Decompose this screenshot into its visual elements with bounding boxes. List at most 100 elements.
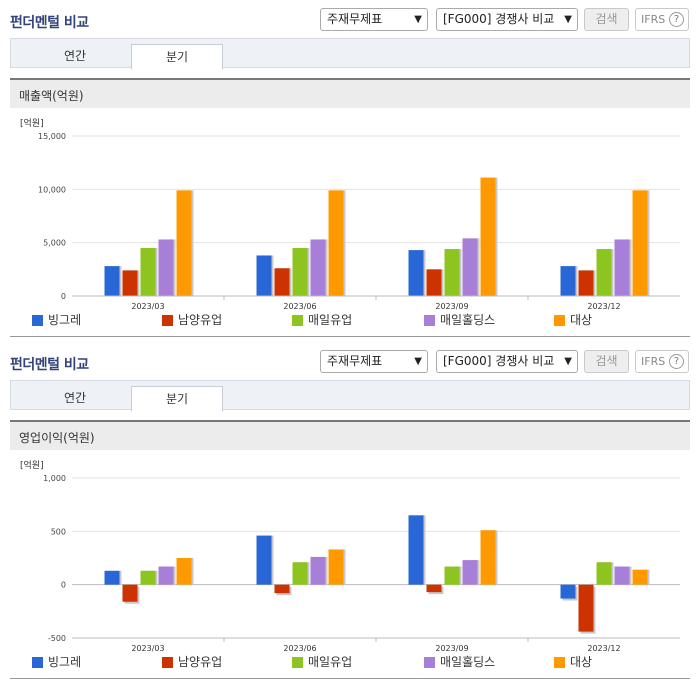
legend-item[interactable]: 남양유업 (162, 313, 222, 328)
tab-quarterly[interactable]: 분기 (131, 44, 223, 70)
bar-4-0[interactable] (176, 190, 192, 296)
period-tabs: 연간 분기 (10, 380, 690, 412)
legend-label: 매일홀딩스 (440, 313, 496, 327)
x-tick-label: 2023/09 (435, 644, 468, 653)
fundamental-panel-revenue: 펀더멘털 비교 주재무제표 ▼ [FG000] 경쟁사 비교 ▼ 검색 IFRS… (10, 8, 690, 337)
bar-1-3[interactable] (578, 584, 594, 632)
chart-legend: 빙그레 남양유업 매일유업 매일홀딩스 대상 (32, 655, 682, 671)
tab-annual[interactable]: 연간 (63, 49, 87, 63)
bar-2-0[interactable] (140, 570, 156, 585)
bar-3-0[interactable] (158, 239, 174, 296)
search-button[interactable]: 검색 (584, 350, 629, 373)
fundamental-panel-operating-profit: 펀더멘털 비교 주재무제표 ▼ [FG000] 경쟁사 비교 ▼ 검색 IFRS… (0, 342, 696, 684)
legend-swatch (162, 315, 173, 326)
compare-group-select[interactable]: [FG000] 경쟁사 비교 ▼ (436, 8, 578, 31)
help-icon: ? (669, 354, 684, 369)
legend-item[interactable]: 대상 (554, 655, 592, 670)
legend-label: 남양유업 (178, 313, 223, 327)
legend-swatch (32, 315, 43, 326)
legend-swatch (424, 315, 435, 326)
bar-4-3[interactable] (632, 569, 648, 585)
panel-title: 펀더멘털 비교 (10, 357, 89, 373)
bar-0-3[interactable] (560, 266, 576, 296)
statement-type-select[interactable]: 주재무제표 ▼ (320, 350, 428, 373)
divider (10, 336, 690, 337)
x-tick-label: 2023/12 (587, 302, 620, 311)
y-tick-label: 0 (61, 581, 66, 590)
revenue-bar-chart: [억원] 0 5,000 10,000 15,000 2023/03 2023/06 2023… (20, 117, 680, 311)
legend-item[interactable]: 대상 (554, 313, 592, 328)
legend-item[interactable]: 매일홀딩스 (424, 655, 495, 670)
statement-type-value: 주재무제표 (327, 12, 383, 26)
bar-0-1[interactable] (256, 255, 272, 296)
bar-0-1[interactable] (256, 535, 272, 585)
legend-item[interactable]: 남양유업 (162, 655, 222, 670)
bar-4-2[interactable] (480, 530, 496, 585)
bar-4-1[interactable] (328, 190, 344, 296)
bar-4-0[interactable] (176, 558, 192, 585)
bar-1-2[interactable] (426, 584, 442, 593)
x-tick-label: 2023/06 (283, 644, 316, 653)
bar-2-0[interactable] (140, 248, 156, 296)
metric-label: 매출액(억원) (19, 89, 84, 103)
legend-swatch (424, 657, 435, 668)
bar-4-1[interactable] (328, 549, 344, 585)
legend-swatch (554, 657, 565, 668)
legend-item[interactable]: 빙그레 (32, 313, 81, 328)
x-tick-label: 2023/03 (131, 644, 164, 653)
chevron-down-icon: ▼ (564, 14, 572, 25)
bar-0-2[interactable] (408, 250, 424, 296)
bar-3-3[interactable] (614, 239, 630, 296)
bar-1-1[interactable] (274, 584, 290, 594)
tab-annual[interactable]: 연간 (63, 391, 87, 405)
ifrs-help-button[interactable]: IFRS ? (635, 350, 689, 373)
x-tick-label: 2023/06 (283, 302, 316, 311)
x-tick-label: 2023/12 (587, 644, 620, 653)
x-tick-label: 2023/03 (131, 302, 164, 311)
bar-3-2[interactable] (462, 560, 478, 585)
legend-swatch (554, 315, 565, 326)
legend-item[interactable]: 매일유업 (292, 655, 352, 670)
bar-0-3[interactable] (560, 584, 576, 599)
bar-3-1[interactable] (310, 239, 326, 296)
y-tick-label: 15,000 (38, 132, 66, 141)
metric-header: 매출액(억원) (10, 78, 690, 108)
legend-item[interactable]: 빙그레 (32, 655, 81, 670)
bar-2-2[interactable] (444, 249, 460, 296)
bar-2-1[interactable] (292, 562, 308, 585)
bar-3-2[interactable] (462, 238, 478, 296)
legend-label: 대상 (570, 655, 593, 669)
y-tick-label: 5,000 (43, 239, 66, 248)
bar-1-0[interactable] (122, 584, 138, 602)
bar-0-0[interactable] (104, 266, 120, 296)
legend-item[interactable]: 매일유업 (292, 313, 352, 328)
bar-4-2[interactable] (480, 177, 496, 296)
panel-title: 펀더멘털 비교 (10, 15, 89, 31)
x-tick-label: 2023/09 (435, 302, 468, 311)
bar-3-1[interactable] (310, 556, 326, 585)
bar-2-2[interactable] (444, 566, 460, 585)
bar-2-1[interactable] (292, 248, 308, 296)
statement-type-select[interactable]: 주재무제표 ▼ (320, 8, 428, 31)
bar-3-0[interactable] (158, 566, 174, 585)
bar-4-3[interactable] (632, 190, 648, 296)
legend-item[interactable]: 매일홀딩스 (424, 313, 495, 328)
bar-1-3[interactable] (578, 270, 594, 296)
search-button[interactable]: 검색 (584, 8, 629, 31)
bar-1-1[interactable] (274, 268, 290, 296)
bar-2-3[interactable] (596, 562, 612, 585)
bar-0-0[interactable] (104, 570, 120, 585)
unit-label: [억원] (20, 117, 44, 129)
ifrs-help-button[interactable]: IFRS ? (635, 8, 689, 31)
compare-group-select[interactable]: [FG000] 경쟁사 비교 ▼ (436, 350, 578, 373)
chart-legend: 빙그레 남양유업 매일유업 매일홀딩스 대상 (32, 313, 682, 329)
bar-3-3[interactable] (614, 566, 630, 585)
legend-label: 매일유업 (308, 313, 353, 327)
tab-quarterly[interactable]: 분기 (131, 386, 223, 412)
bar-1-2[interactable] (426, 269, 442, 296)
legend-label: 매일유업 (308, 655, 353, 669)
bar-0-2[interactable] (408, 515, 424, 585)
bar-2-3[interactable] (596, 249, 612, 296)
y-tick-label: -500 (48, 634, 66, 643)
bar-1-0[interactable] (122, 270, 138, 296)
